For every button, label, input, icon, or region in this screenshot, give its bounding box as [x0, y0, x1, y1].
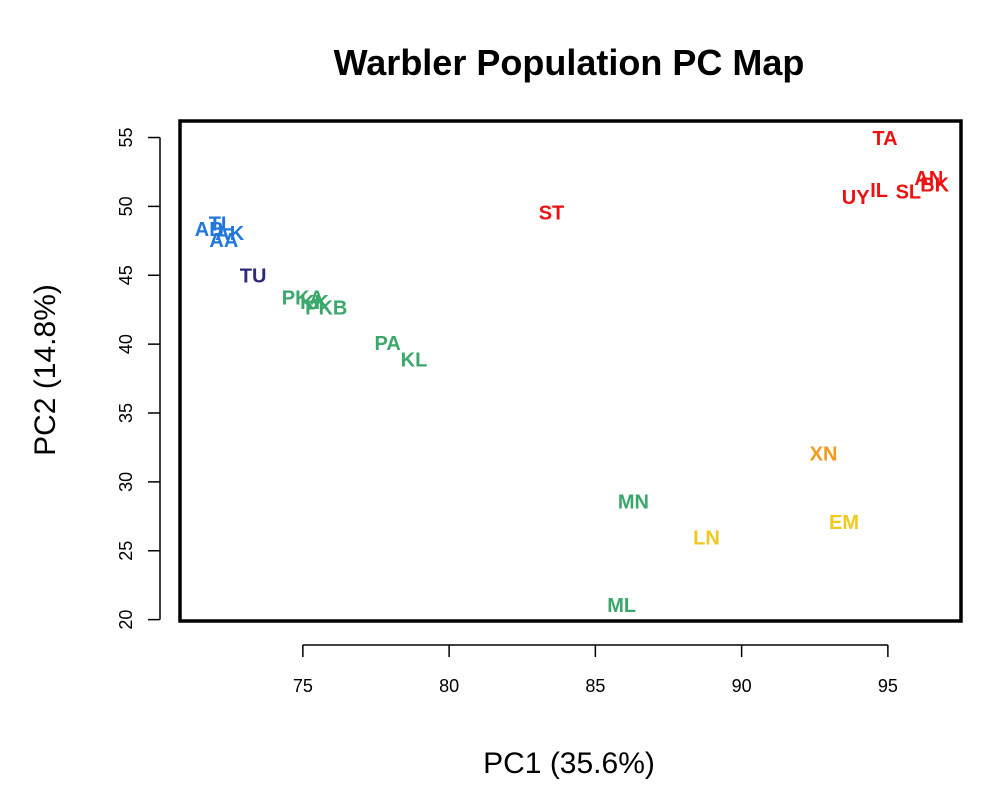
point-label-uy: UY — [842, 187, 870, 209]
point-label-il: IL — [870, 180, 888, 202]
point-label-kk: KK — [300, 292, 329, 314]
point-label-st: ST — [539, 202, 565, 224]
point-label-tl: TL — [209, 213, 233, 235]
point-label-mn: MN — [618, 492, 649, 514]
x-tick-label: 80 — [439, 676, 459, 696]
point-label-ab: AB — [195, 219, 224, 241]
point-label-tu: TU — [240, 266, 267, 288]
x-axis: 75 80 85 90 95 — [293, 644, 898, 696]
y-tick-label: 25 — [116, 541, 136, 561]
y-axis: 20 25 30 35 40 45 50 55 — [116, 128, 161, 630]
x-axis-label: PC1 (35.6%) — [483, 747, 655, 780]
plot-frame — [178, 119, 963, 623]
x-tick-label: 90 — [732, 676, 752, 696]
point-label-an: AN — [914, 168, 943, 190]
y-tick-label: 50 — [116, 196, 136, 216]
point-label-ln: LN — [693, 527, 720, 549]
y-tick-label: 30 — [116, 472, 136, 492]
point-label-pkb: PKB — [305, 297, 347, 319]
point-label-ak: AK — [215, 223, 244, 245]
point-label-kl: KL — [401, 350, 428, 372]
y-axis-label: PC2 (14.8%) — [29, 284, 62, 456]
point-label-sl: SL — [896, 182, 922, 204]
x-tick-label: 75 — [293, 676, 313, 696]
point-label-xn: XN — [810, 443, 838, 465]
point-label-pa: PA — [375, 333, 401, 355]
y-tick-label: 55 — [116, 128, 136, 148]
point-label-bk: BK — [920, 175, 949, 197]
x-tick-label: 95 — [878, 676, 898, 696]
point-label-ml: ML — [607, 595, 636, 617]
point-label-pka: PKA — [282, 288, 324, 310]
y-tick-label: 20 — [116, 610, 136, 630]
y-tick-label: 45 — [116, 265, 136, 285]
y-tick-label: 40 — [116, 334, 136, 354]
chart-title: Warbler Population PC Map — [334, 42, 805, 83]
point-label-aa: AA — [209, 230, 238, 252]
point-label-em: EM — [829, 512, 859, 534]
point-label-ta: TA — [872, 128, 897, 150]
x-tick-label: 85 — [585, 676, 605, 696]
y-tick-label: 35 — [116, 403, 136, 423]
